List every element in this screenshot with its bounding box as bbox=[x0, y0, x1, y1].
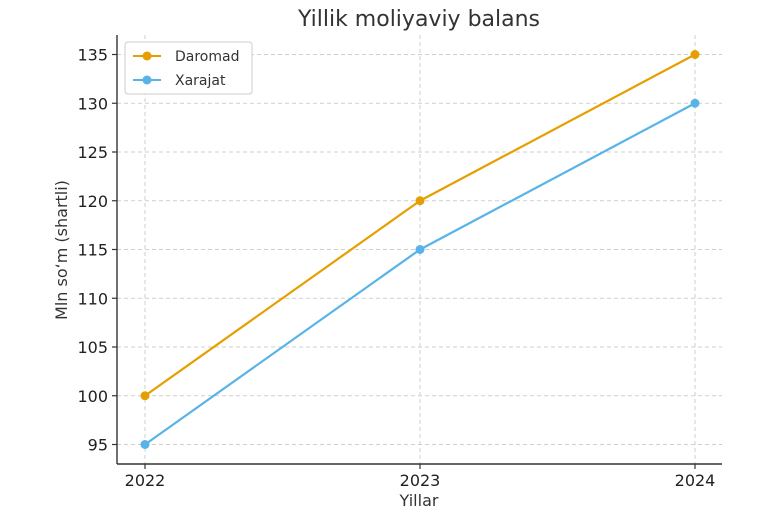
plot-area bbox=[140, 50, 700, 449]
ticks: 95 100 105 110 115 120 125 130 135 2022 2023 2024 bbox=[77, 46, 715, 491]
y-tick-label: 100 bbox=[77, 387, 108, 406]
x-tick-label: 2024 bbox=[675, 471, 716, 490]
legend-label-daromad: Daromad bbox=[175, 49, 239, 65]
legend-label-xarajat: Xarajat bbox=[175, 73, 226, 89]
y-tick-label: 130 bbox=[77, 94, 108, 113]
y-axis-label: Mln so‘m (shartli) bbox=[52, 180, 71, 320]
y-tick-label: 105 bbox=[77, 338, 108, 357]
data-point-xarajat bbox=[690, 98, 700, 108]
data-point-daromad bbox=[140, 391, 150, 401]
x-axis-label: Yillar bbox=[399, 491, 439, 509]
legend-entry-xarajat: Xarajat bbox=[133, 73, 226, 89]
x-tick-label: 2023 bbox=[400, 471, 441, 490]
x-tick-label: 2022 bbox=[125, 471, 166, 490]
data-point-daromad bbox=[690, 50, 700, 59]
y-tick-label: 120 bbox=[77, 192, 108, 211]
data-point-xarajat bbox=[140, 440, 150, 449]
data-point-xarajat bbox=[415, 245, 425, 254]
chart-title: Yillik moliyaviy balans bbox=[297, 7, 540, 32]
legend-marker-xarajat bbox=[142, 75, 152, 85]
y-tick-label: 115 bbox=[77, 241, 108, 260]
y-tick-label: 95 bbox=[88, 436, 108, 455]
legend-entry-daromad: Daromad bbox=[133, 49, 239, 65]
data-point-daromad bbox=[415, 196, 425, 206]
y-tick-label: 125 bbox=[77, 143, 108, 162]
y-tick-label: 135 bbox=[77, 46, 108, 65]
legend-marker-daromad bbox=[142, 51, 152, 61]
legend: Daromad Xarajat bbox=[124, 41, 253, 95]
y-tick-label: 110 bbox=[77, 289, 108, 308]
